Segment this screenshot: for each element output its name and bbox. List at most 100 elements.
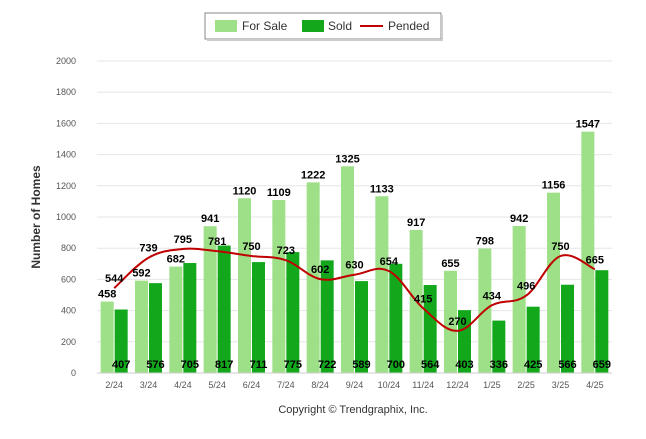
- data-label-sold: 576: [146, 359, 164, 371]
- data-label-for-sale: 1156: [542, 180, 566, 192]
- bar-for-sale: [272, 199, 286, 373]
- data-label-for-sale: 1109: [267, 187, 291, 199]
- x-tick-label: 12/24: [446, 380, 469, 390]
- data-label-sold: 722: [318, 359, 336, 371]
- data-label-sold: 336: [490, 359, 508, 371]
- data-label-sold: 407: [112, 359, 130, 371]
- pended-series-line: [113, 247, 596, 332]
- y-tick-label: 1000: [56, 212, 76, 222]
- x-tick-label: 2/25: [517, 380, 535, 390]
- data-label-pended: 781: [208, 236, 226, 248]
- bar-for-sale: [444, 270, 457, 373]
- data-label-sold: 700: [387, 359, 405, 371]
- legend-swatch-sold: [302, 20, 324, 32]
- bar-sold: [217, 245, 231, 373]
- data-label-for-sale: 1222: [301, 169, 325, 181]
- data-label-sold: 659: [593, 359, 611, 371]
- x-tick-label: 4/24: [174, 380, 192, 390]
- legend-swatch-for-sale: [215, 20, 237, 32]
- data-label-for-sale: 1547: [576, 119, 600, 131]
- data-label-sold: 705: [181, 359, 199, 371]
- legend-shadow-right: [441, 15, 443, 41]
- data-label-for-sale: 1120: [233, 185, 257, 197]
- y-tick-label: 200: [61, 337, 76, 347]
- x-tick-label: 7/24: [277, 380, 295, 390]
- legend-label-pended: Pended: [388, 19, 429, 33]
- pended-line: [113, 247, 596, 332]
- data-label-for-sale: 1133: [370, 183, 394, 195]
- bar-sold: [492, 320, 506, 373]
- data-label-pended: 665: [586, 254, 604, 266]
- copyright-text: Copyright © Trendgraphix, Inc.: [278, 404, 427, 416]
- bar-sold: [149, 283, 162, 373]
- data-label-for-sale: 942: [510, 213, 528, 225]
- data-label-pended: 739: [139, 243, 157, 255]
- data-labels: 458 407 592 576 682 705 941 817 1120 711 1109 775 12…: [98, 119, 611, 371]
- data-label-pended: 415: [414, 293, 432, 305]
- x-tick-label: 11/24: [412, 380, 434, 390]
- y-axis-title: Number of Homes: [29, 165, 43, 269]
- data-label-for-sale: 1325: [335, 153, 359, 165]
- legend-label-for-sale: For Sale: [242, 19, 288, 33]
- bar-for-sale: [169, 266, 183, 373]
- bar-sold: [423, 285, 437, 373]
- y-tick-label: 0: [71, 368, 76, 378]
- data-label-sold: 564: [421, 359, 440, 371]
- x-tick-label: 9/24: [346, 380, 364, 390]
- bar-sold: [526, 306, 540, 373]
- bar-for-sale: [100, 301, 114, 373]
- bars-for-sale: [100, 131, 595, 373]
- bar-for-sale: [581, 131, 595, 373]
- y-tick-label: 600: [61, 274, 76, 284]
- data-label-for-sale: 798: [476, 236, 494, 248]
- data-label-pended: 602: [311, 264, 329, 276]
- bar-for-sale: [135, 280, 148, 373]
- data-label-pended: 750: [242, 241, 260, 253]
- data-label-pended: 434: [483, 290, 502, 302]
- bar-sold: [595, 270, 609, 373]
- bar-for-sale: [238, 198, 251, 373]
- bar-for-sale: [306, 182, 320, 373]
- grid-lines: [97, 60, 612, 343]
- data-label-pended: 750: [551, 241, 569, 253]
- y-axis-ticks: 0 200 400 600 800 1000 1200 1400 1600 1800 2000: [56, 56, 76, 378]
- y-tick-label: 800: [61, 243, 76, 253]
- data-label-pended: 544: [105, 273, 124, 285]
- data-label-for-sale: 458: [98, 289, 116, 301]
- x-tick-label: 8/24: [311, 380, 329, 390]
- data-label-pended: 630: [345, 260, 363, 272]
- y-tick-label: 2000: [56, 56, 76, 66]
- x-tick-label: 3/25: [552, 380, 570, 390]
- bar-sold: [114, 309, 128, 373]
- bar-sold: [286, 252, 300, 373]
- bar-sold: [320, 260, 334, 373]
- x-tick-label: 10/24: [378, 380, 401, 390]
- bar-sold: [183, 263, 197, 373]
- bar-for-sale: [203, 226, 217, 373]
- x-tick-label: 3/24: [140, 380, 158, 390]
- x-tick-label: 2/24: [105, 380, 123, 390]
- legend: For Sale Sold Pended: [204, 12, 443, 41]
- y-tick-label: 400: [61, 306, 76, 316]
- data-label-sold: 403: [455, 359, 473, 371]
- x-tick-label: 5/24: [208, 380, 226, 390]
- bar-for-sale: [375, 196, 389, 373]
- x-axis-ticks: 2/24 3/24 4/24 5/24 6/24 7/24 8/24 9/24 10/24 11/…: [105, 380, 603, 390]
- data-label-sold: 711: [250, 359, 268, 371]
- legend-label-sold: Sold: [328, 19, 352, 33]
- data-label-pended: 270: [448, 316, 466, 328]
- data-label-sold: 589: [352, 359, 370, 371]
- y-tick-label: 1400: [56, 150, 76, 160]
- bar-sold: [355, 281, 368, 373]
- bar-for-sale: [341, 166, 354, 373]
- y-tick-label: 1800: [56, 87, 76, 97]
- x-tick-label: 4/25: [586, 380, 604, 390]
- data-label-for-sale: 655: [441, 258, 459, 270]
- x-tick-label: 1/25: [483, 380, 501, 390]
- data-label-pended: 795: [174, 234, 192, 246]
- data-label-for-sale: 592: [132, 268, 150, 280]
- bar-sold: [252, 262, 265, 373]
- bar-sold: [561, 284, 574, 373]
- bar-for-sale: [547, 192, 560, 373]
